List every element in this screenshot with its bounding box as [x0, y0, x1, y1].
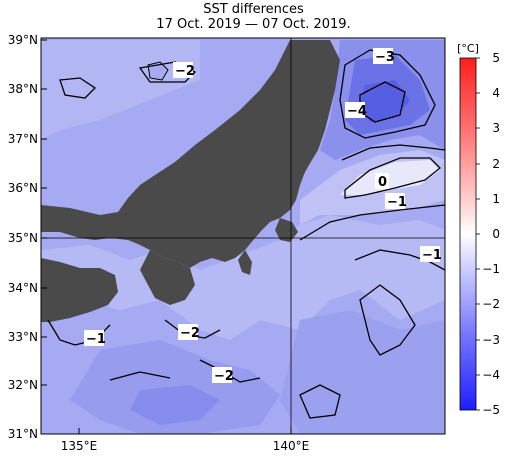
lat-label: 32°N	[8, 378, 38, 392]
contour-label: −2	[180, 326, 200, 341]
island-contour	[147, 61, 169, 81]
colorbar-tick: −4	[482, 368, 500, 382]
lon-labels: 135°E 140°E	[61, 439, 310, 453]
map-panel: −2 −3 −4 0 −1 −1 −2 −1 −2	[41, 38, 445, 434]
contour-label: −3	[375, 50, 395, 65]
contour-label: 0	[378, 175, 387, 190]
colorbar-scale	[459, 57, 477, 411]
sea-patch-dark	[280, 310, 445, 434]
chart-title: SST differences	[203, 2, 304, 17]
lat-label: 34°N	[8, 281, 38, 295]
contour-label: −1	[422, 248, 442, 263]
contour-label: −2	[214, 369, 234, 384]
colorbar-tick: 3	[492, 121, 500, 135]
lat-label: 38°N	[8, 82, 38, 96]
map-frame	[40, 37, 446, 435]
land-honshu	[41, 40, 340, 268]
lon-label: 140°E	[273, 439, 310, 453]
lat-labels: 39°N 38°N 37°N 36°N 35°N 34°N 33°N 32°N …	[8, 33, 38, 441]
colorbar-tick: −1	[482, 262, 500, 276]
contour-label: −1	[387, 195, 407, 210]
lat-label: 35°N	[8, 231, 38, 245]
contour-label-group: −2 −3 −4 0 −1 −1 −2 −1 −2	[84, 48, 442, 384]
land-izu	[238, 250, 252, 275]
chart-subtitle: 17 Oct. 2019 — 07 Oct. 2019.	[156, 17, 351, 32]
land-shikoku	[41, 258, 118, 322]
axis-ticks	[41, 39, 292, 434]
lon-label: 135°E	[61, 439, 98, 453]
lat-label: 33°N	[8, 330, 38, 344]
colorbar-tick: 4	[492, 86, 500, 100]
sea-patch-deepest	[360, 80, 410, 122]
graticule	[41, 38, 445, 434]
colorbar-tick: −3	[482, 333, 500, 347]
colorbar-tick: −5	[482, 403, 500, 417]
contour-label: −2	[175, 64, 195, 79]
colorbar: [°C] 5 4 3 2 1 0 −1 −2 −3 −4 −5	[457, 42, 500, 417]
sea-patch-dark	[130, 385, 220, 425]
sea-patch-warm	[340, 160, 440, 195]
colorbar-tick: 2	[492, 157, 500, 171]
colorbar-unit: [°C]	[457, 42, 479, 55]
lat-label: 37°N	[8, 132, 38, 146]
sea-patch-light	[41, 215, 445, 340]
lat-label: 31°N	[8, 427, 38, 441]
land-kii	[140, 250, 195, 305]
contour-label: −1	[86, 332, 106, 347]
contour-label: −4	[347, 104, 367, 119]
colorbar-tick: 1	[492, 192, 500, 206]
land-boso	[275, 218, 298, 242]
colorbar-tick: 5	[492, 51, 500, 65]
colorbar-tick: −2	[482, 297, 500, 311]
lat-label: 39°N	[8, 33, 38, 47]
colorbar-tick: 0	[492, 227, 500, 241]
lat-label: 36°N	[8, 181, 38, 195]
